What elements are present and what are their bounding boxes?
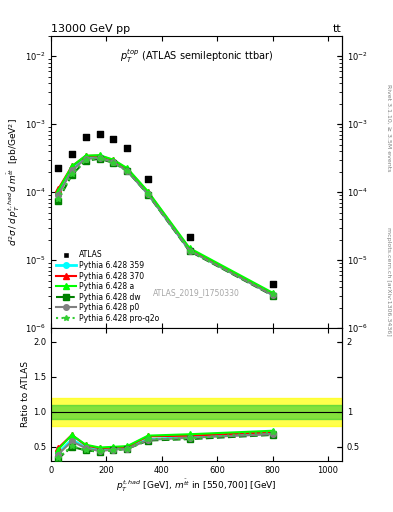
ATLAS xyxy=(270,280,276,288)
Text: Rivet 3.1.10, ≥ 3.5M events: Rivet 3.1.10, ≥ 3.5M events xyxy=(386,84,391,172)
Y-axis label: Ratio to ATLAS: Ratio to ATLAS xyxy=(21,361,30,428)
Text: ATLAS_2019_I1750330: ATLAS_2019_I1750330 xyxy=(153,288,240,297)
ATLAS xyxy=(124,144,130,153)
Text: $p_T^{top}$ (ATLAS semileptonic ttbar): $p_T^{top}$ (ATLAS semileptonic ttbar) xyxy=(120,48,273,66)
Legend: ATLAS, Pythia 6.428 359, Pythia 6.428 370, Pythia 6.428 a, Pythia 6.428 dw, Pyth: ATLAS, Pythia 6.428 359, Pythia 6.428 37… xyxy=(55,249,161,324)
Bar xyxy=(51,405,342,419)
Text: 13000 GeV pp: 13000 GeV pp xyxy=(51,24,130,34)
ATLAS xyxy=(83,133,89,141)
Text: mcplots.cern.ch [arXiv:1306.3436]: mcplots.cern.ch [arXiv:1306.3436] xyxy=(386,227,391,336)
ATLAS xyxy=(186,233,193,241)
Text: tt: tt xyxy=(333,24,342,34)
Bar xyxy=(51,398,342,426)
ATLAS xyxy=(96,130,103,138)
ATLAS xyxy=(145,175,151,183)
Y-axis label: $d^2\sigma\,/\,d\,p_T^{t,had}\,d\,m^{\bar{t}t}$  [pb/GeV$^2$]: $d^2\sigma\,/\,d\,p_T^{t,had}\,d\,m^{\ba… xyxy=(6,118,22,246)
ATLAS xyxy=(55,163,61,172)
X-axis label: $p_T^{t,had}$ [GeV], $m^{\bar{t}t}$ in [550,700] [GeV]: $p_T^{t,had}$ [GeV], $m^{\bar{t}t}$ in [… xyxy=(116,477,277,494)
ATLAS xyxy=(69,150,75,158)
ATLAS xyxy=(110,135,117,143)
